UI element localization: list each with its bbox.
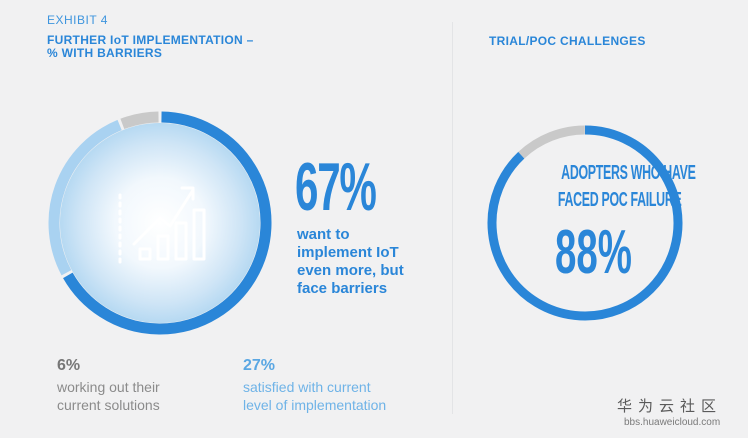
poc-failure-value: 88% (555, 218, 632, 287)
donut-inner-glow (60, 123, 260, 323)
stat-6-value: 6% (57, 357, 81, 374)
ring-segment-27 (48, 119, 122, 276)
stat-27-line-1: satisfied with current (243, 379, 371, 395)
stat-27-value: 27% (243, 357, 276, 374)
main-stat-value: 67% (295, 149, 377, 225)
main-stat-line-1: want to (297, 226, 350, 243)
main-stat-line-4: face barriers (297, 280, 388, 297)
left-donut-ring (48, 111, 272, 335)
panel-divider (452, 22, 453, 414)
poc-ring-label: ADOPTERS WHO HAVE FACED POC FAILURE (520, 160, 696, 214)
stat-working-out: 6% working out their current solutions (57, 357, 160, 414)
exhibit-label: EXHIBIT 4 (47, 13, 108, 27)
left-title-line-2: % WITH BARRIERS (47, 46, 163, 60)
main-stat-line-2: implement IoT (297, 244, 399, 261)
watermark-url: bbs.huaweicloud.com (624, 417, 721, 428)
right-donut-ring (487, 125, 683, 321)
right-panel-title: TRIAL/POC CHALLENGES (489, 34, 646, 48)
watermark-text: 华为云社区 (617, 398, 723, 415)
stat-6-line-1: working out their (57, 379, 160, 395)
main-stat-line-3: even more, but (297, 262, 404, 279)
ring-segment-6 (120, 111, 159, 130)
ring-segment-67 (63, 111, 272, 335)
stat-6-line-2: current solutions (57, 397, 160, 413)
main-stat-description: want to implement IoT even more, but fac… (297, 226, 404, 298)
stat-27-line-2: level of implementation (243, 397, 387, 413)
poc-ring-filled (487, 125, 683, 321)
bar-chart-growth-icon (118, 186, 206, 264)
stat-satisfied: 27% satisfied with current level of impl… (243, 357, 386, 414)
left-title-line-1: FURTHER IoT IMPLEMENTATION – (47, 33, 254, 47)
poc-line-2: FACED POC FAILURE (557, 189, 682, 211)
left-panel-title: FURTHER IoT IMPLEMENTATION – % WITH BARR… (47, 34, 254, 60)
poc-ring-remaining (518, 125, 585, 159)
poc-line-1: ADOPTERS WHO HAVE (561, 162, 696, 184)
